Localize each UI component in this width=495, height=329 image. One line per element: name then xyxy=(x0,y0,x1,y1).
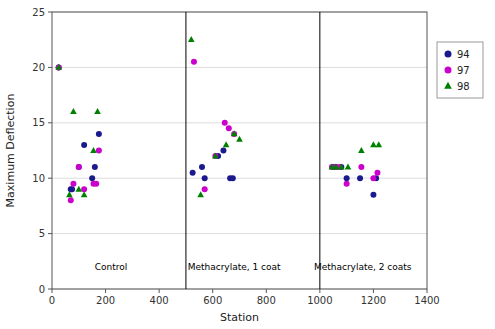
x-tick xyxy=(319,289,320,293)
point xyxy=(226,125,232,131)
x-tick-label: 0 xyxy=(49,295,55,306)
point xyxy=(199,164,205,170)
point xyxy=(212,153,218,159)
y-tick xyxy=(48,12,52,13)
point xyxy=(55,64,62,70)
y-tick xyxy=(48,67,52,68)
point xyxy=(370,141,377,147)
point xyxy=(231,130,238,136)
plot-frame xyxy=(52,12,427,289)
grid-line xyxy=(52,122,427,123)
x-tick-label: 600 xyxy=(203,295,222,306)
legend-label: 97 xyxy=(457,65,470,76)
point xyxy=(66,191,73,197)
point xyxy=(374,170,380,176)
legend: 94 97 98 xyxy=(437,42,483,98)
plot-area xyxy=(55,12,382,289)
point xyxy=(375,141,382,147)
x-tick-label: 800 xyxy=(257,295,276,306)
section-label: Methacrylate, 2 coats xyxy=(314,262,412,272)
x-tick-label: 200 xyxy=(96,295,115,306)
y-tick xyxy=(48,233,52,234)
point xyxy=(94,108,101,114)
point xyxy=(89,175,95,181)
point xyxy=(357,175,363,181)
y-tick-label: 0 xyxy=(39,284,45,295)
grid-line xyxy=(52,67,427,68)
y-tick-label: 25 xyxy=(32,7,45,18)
point xyxy=(96,148,102,154)
point xyxy=(202,186,208,192)
point xyxy=(370,175,376,181)
point xyxy=(230,175,236,181)
legend-marker xyxy=(444,82,452,89)
point xyxy=(96,131,102,137)
point xyxy=(93,181,99,187)
section-divider xyxy=(319,12,320,289)
x-tick-label: 1400 xyxy=(414,295,439,306)
point xyxy=(358,147,365,153)
grid-line xyxy=(52,233,427,234)
point xyxy=(223,141,230,147)
legend-marker xyxy=(445,67,452,74)
point xyxy=(81,191,88,197)
x-tick xyxy=(52,289,53,293)
x-tick xyxy=(105,289,106,293)
section-label: Control xyxy=(95,262,128,272)
point xyxy=(358,164,364,170)
point xyxy=(68,197,74,203)
point xyxy=(81,142,87,148)
point xyxy=(76,164,82,170)
point xyxy=(236,136,243,142)
point xyxy=(69,186,75,192)
point xyxy=(190,170,196,176)
y-tick xyxy=(48,178,52,179)
x-tick xyxy=(212,289,213,293)
legend-box xyxy=(437,42,483,98)
x-tick xyxy=(159,289,160,293)
point xyxy=(338,164,345,170)
y-tick xyxy=(48,122,52,123)
chart: 0 5 10 15 20 25 0 200 400 600 800 1000 1200 1400 Contr… xyxy=(0,0,495,329)
point xyxy=(75,186,82,192)
y-axis-label: Maximum Deflection xyxy=(4,94,17,208)
point xyxy=(56,64,62,70)
y-tick-label: 15 xyxy=(32,117,45,128)
x-tick xyxy=(427,289,428,293)
y-tick xyxy=(48,289,52,290)
x-axis-label: Station xyxy=(220,311,259,324)
point xyxy=(202,175,208,181)
section-label: Methacrylate, 1 coat xyxy=(188,262,281,272)
y-tick-label: 5 xyxy=(39,228,45,239)
y-tick-label: 10 xyxy=(32,173,45,184)
legend-label: 98 xyxy=(457,81,470,92)
legend-marker xyxy=(445,51,452,58)
point xyxy=(344,181,350,187)
x-tick xyxy=(266,289,267,293)
point xyxy=(56,64,62,70)
x-tick xyxy=(373,289,374,293)
x-tick-label: 1000 xyxy=(307,295,332,306)
x-tick-label: 400 xyxy=(150,295,169,306)
point xyxy=(222,120,228,126)
point xyxy=(76,164,82,170)
point xyxy=(191,59,197,65)
point xyxy=(92,164,98,170)
point xyxy=(70,108,77,114)
section-divider xyxy=(185,12,186,289)
legend-label: 94 xyxy=(457,49,470,60)
point xyxy=(370,192,376,198)
point xyxy=(345,164,352,170)
point xyxy=(220,148,226,154)
point xyxy=(188,36,195,42)
point xyxy=(231,131,237,137)
point xyxy=(70,181,76,187)
point xyxy=(90,147,97,153)
point xyxy=(333,164,340,170)
point xyxy=(197,191,204,197)
x-tick-label: 1200 xyxy=(361,295,386,306)
point xyxy=(344,175,350,181)
y-tick-label: 20 xyxy=(32,62,45,73)
point xyxy=(212,152,219,158)
